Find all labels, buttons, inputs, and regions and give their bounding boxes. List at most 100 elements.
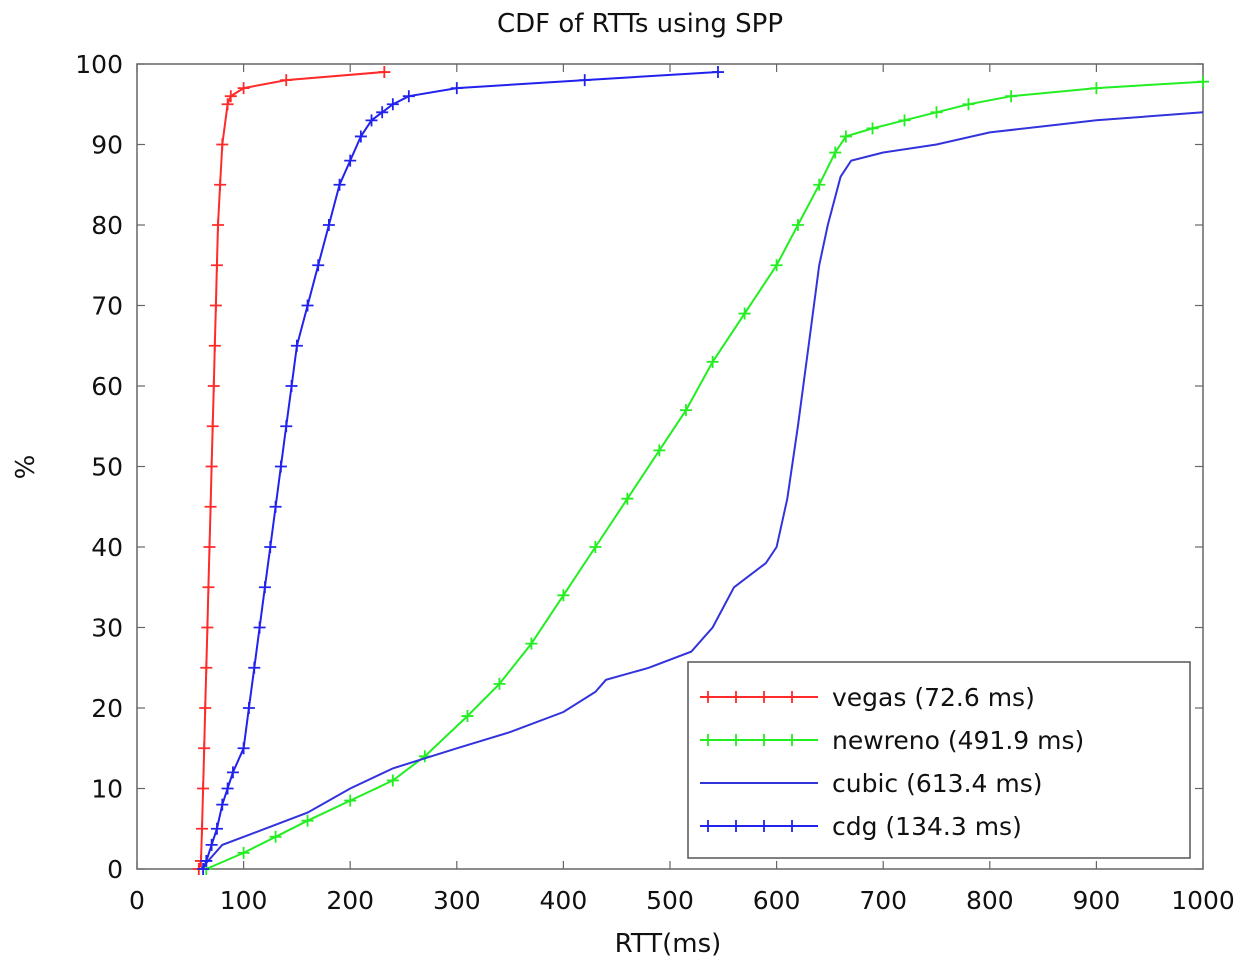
data-point-cdg	[258, 581, 271, 594]
data-point-cdg	[333, 178, 346, 191]
legend-marker-newreno	[730, 734, 742, 746]
data-point-cdg	[253, 621, 266, 634]
data-point-vegas	[197, 782, 210, 795]
data-point-newreno	[269, 830, 282, 843]
y-tick-label: 40	[91, 533, 123, 562]
data-point-newreno	[525, 637, 538, 650]
series-cubic	[200, 111, 1204, 870]
data-point-cdg	[226, 766, 239, 779]
data-point-cdg	[197, 863, 210, 875]
data-point-vegas	[280, 74, 293, 87]
data-point-newreno	[839, 130, 852, 143]
data-point-vegas	[202, 581, 215, 594]
series-cdg	[197, 66, 724, 875]
legend-label-cubic: cubic (613.4 ms)	[832, 769, 1043, 798]
data-point-newreno	[386, 774, 399, 787]
legend-marker-cdg	[730, 820, 742, 832]
data-point-vegas	[207, 380, 220, 392]
x-tick-label: 900	[1073, 886, 1121, 915]
legend-marker-vegas	[730, 691, 742, 703]
y-tick-label: 50	[91, 453, 123, 482]
series-layer	[192, 66, 1209, 875]
y-tick-label: 20	[91, 694, 123, 723]
data-point-vegas	[196, 822, 209, 835]
legend-marker-newreno	[758, 734, 770, 746]
y-tick-label: 80	[91, 211, 123, 240]
data-point-vegas	[224, 90, 237, 103]
data-point-vegas	[198, 742, 211, 755]
data-point-newreno	[493, 677, 506, 690]
data-point-newreno	[344, 794, 357, 807]
data-point-vegas	[201, 621, 214, 634]
y-tick-label: 10	[91, 775, 123, 804]
data-point-cdg	[354, 130, 367, 143]
data-point-vegas	[221, 98, 234, 111]
series-newreno	[200, 75, 1209, 875]
y-tick-label: 60	[91, 372, 123, 401]
x-tick-label: 400	[540, 886, 588, 915]
x-tick-label: 0	[129, 886, 145, 915]
data-point-cdg	[402, 90, 415, 103]
x-tick-label: 700	[859, 886, 907, 915]
x-tick-label: 600	[753, 886, 801, 915]
data-point-vegas	[237, 82, 250, 95]
data-point-newreno	[829, 146, 842, 159]
data-point-newreno	[461, 710, 474, 723]
series-line-vegas	[197, 71, 385, 870]
data-point-cdg	[312, 259, 325, 272]
data-point-vegas	[205, 460, 218, 473]
data-point-cdg	[344, 154, 357, 167]
legend-marker-vegas	[702, 691, 714, 703]
data-point-newreno	[653, 444, 666, 457]
data-point-newreno	[301, 814, 314, 827]
data-point-cdg	[264, 541, 277, 553]
data-point-cdg	[365, 114, 378, 127]
data-point-vegas	[210, 259, 223, 272]
x-tick-label: 300	[433, 886, 481, 915]
y-axis-title: %	[11, 455, 41, 480]
data-point-cdg	[376, 106, 389, 119]
legend-marker-cdg	[758, 820, 770, 832]
data-point-cdg	[450, 82, 463, 95]
x-tick-label: 100	[220, 886, 268, 915]
data-point-newreno	[738, 307, 751, 320]
legend-marker-cdg	[786, 820, 798, 832]
y-tick-label: 90	[91, 131, 123, 160]
data-point-cdg	[274, 460, 287, 473]
data-point-cdg	[290, 339, 303, 352]
y-tick-label: 30	[91, 614, 123, 643]
data-point-newreno	[866, 122, 879, 135]
data-point-newreno	[791, 219, 804, 231]
x-tick-label: 200	[326, 886, 374, 915]
data-point-cdg	[711, 66, 724, 79]
data-point-vegas	[212, 219, 225, 231]
x-tick-label: 500	[646, 886, 694, 915]
data-point-newreno	[706, 355, 719, 368]
data-point-vegas	[206, 420, 219, 433]
x-tick-label: 800	[966, 886, 1014, 915]
x-axis: 0 100 200 300 400 500 600 700 800 900 1000	[129, 64, 1235, 915]
data-point-newreno	[898, 114, 911, 127]
data-point-cdg	[210, 822, 223, 835]
data-point-newreno	[621, 492, 634, 505]
data-point-newreno	[770, 259, 783, 272]
data-point-cdg	[280, 420, 293, 433]
data-point-vegas	[209, 299, 222, 312]
data-point-cdg	[216, 798, 229, 811]
data-point-cdg	[285, 380, 298, 392]
data-point-newreno	[237, 846, 250, 859]
data-point-vegas	[199, 702, 212, 714]
data-point-vegas	[203, 541, 216, 553]
legend-marker-newreno	[786, 734, 798, 746]
data-point-newreno	[962, 98, 975, 111]
y-tick-label: 0	[107, 855, 123, 884]
data-point-cdg	[200, 854, 213, 867]
series-line-cubic	[200, 111, 1204, 870]
data-point-cdg	[205, 838, 218, 851]
series-vegas	[192, 66, 391, 875]
data-point-cdg	[322, 219, 335, 231]
data-point-vegas	[378, 66, 391, 79]
data-point-cdg	[386, 98, 399, 111]
data-point-cdg	[301, 299, 314, 312]
